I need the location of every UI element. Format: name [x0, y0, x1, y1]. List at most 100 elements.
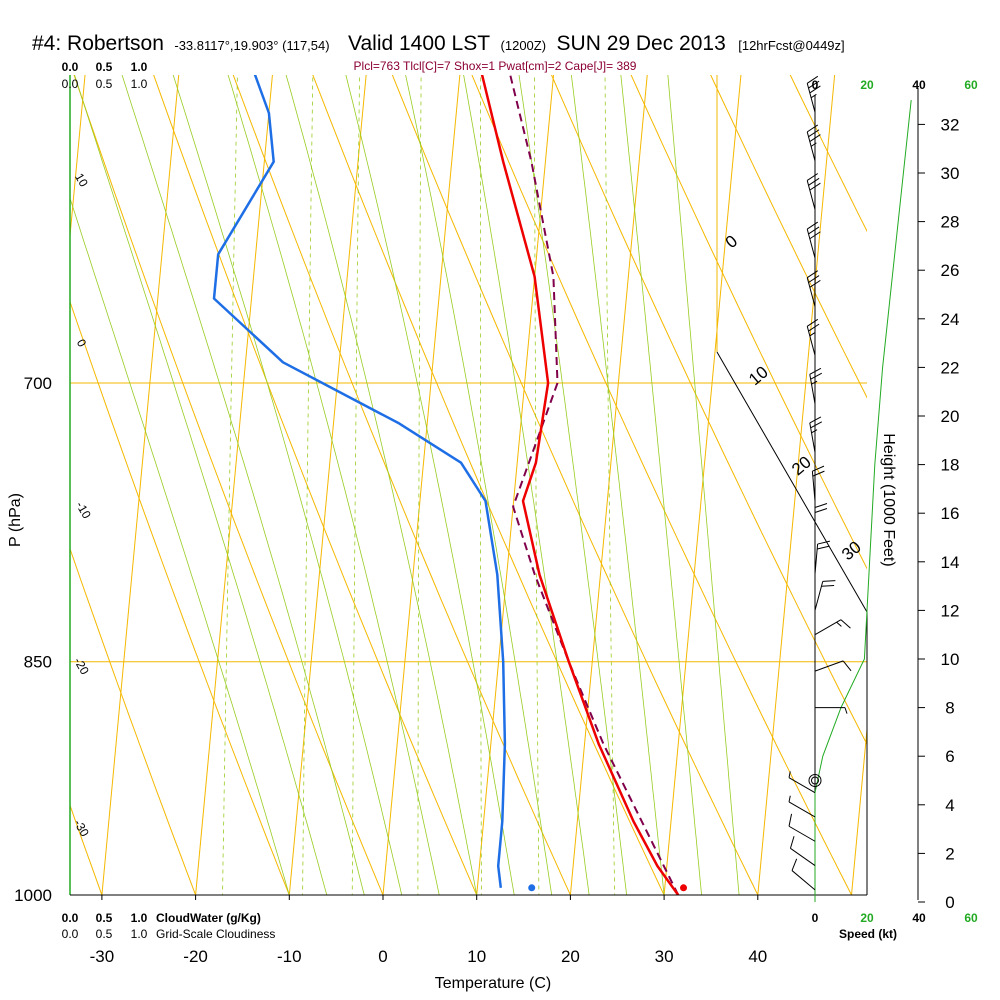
barb-flag — [806, 75, 819, 84]
pressure-tick-label: 850 — [24, 653, 52, 672]
speed-tick-top: 60 — [964, 78, 978, 92]
barb-shaft — [809, 374, 816, 404]
barb-half — [810, 93, 817, 99]
wind-speed-line — [814, 100, 912, 902]
height-tick-label: 8 — [945, 699, 954, 718]
surface-temperature-dot — [680, 884, 688, 892]
barb-flag — [788, 813, 793, 827]
cloudiness-label: Grid-Scale Cloudiness — [156, 927, 275, 941]
temperature-tick-label: -10 — [277, 947, 302, 966]
isotherm-label: -30 — [71, 817, 92, 839]
valid-date: SUN 29 Dec 2013 — [557, 32, 726, 55]
temperature-tick-label: -20 — [183, 947, 208, 966]
dry-adiabat — [153, 75, 478, 895]
barb-flag — [809, 367, 822, 375]
height-tick-label: 30 — [941, 164, 960, 183]
dry-adiabat — [73, 75, 384, 895]
barb-flag — [810, 372, 823, 380]
dry-adiabat — [630, 75, 867, 570]
title: #4: Robertson -33.8117°,19.903° (117,54)… — [32, 32, 845, 55]
dewpoint-line — [212, 75, 507, 888]
barb-flag — [809, 231, 821, 240]
wind-barb — [814, 503, 828, 538]
height-tick-label: 32 — [941, 115, 960, 134]
height-tick-label: 14 — [941, 553, 960, 572]
cloudiness-tick-bottom: 1.0 — [131, 927, 148, 941]
dry-adiabat — [710, 75, 867, 399]
wind-barb — [791, 858, 816, 891]
mixing-ratio-label: 5 — [415, 904, 422, 918]
mixing-ratio-line — [351, 75, 360, 895]
cloudiness-tick-bottom: 0.0 — [62, 927, 79, 941]
temperature-tick-label: 20 — [561, 947, 580, 966]
mixing-ratio-line — [417, 75, 422, 895]
barb-flag — [814, 503, 828, 508]
barb-flag — [817, 545, 830, 550]
barb-flag — [808, 323, 820, 332]
moist-adiabat — [121, 75, 365, 895]
mixing-ratio-line — [479, 75, 482, 895]
calm-wind-circle — [808, 774, 822, 787]
wind-barb — [788, 771, 816, 794]
barb-flag — [808, 80, 820, 89]
height-tick-label: 12 — [941, 601, 960, 620]
barb-half — [788, 795, 791, 803]
isotherm-label: -20 — [71, 655, 92, 677]
temperature-tick-label: 40 — [748, 947, 767, 966]
barb-flag — [808, 226, 820, 235]
barb-half — [788, 771, 791, 778]
zulu-time: (1200Z) — [501, 38, 547, 53]
barb-flag — [806, 318, 819, 327]
height-tick-label: 28 — [941, 213, 960, 232]
dry-adiabat — [0, 0, 15, 914]
wind-barb — [806, 318, 820, 356]
barb-half — [811, 429, 818, 434]
moist-adiabat — [463, 75, 590, 895]
barb-half — [809, 332, 816, 337]
temperature-tick-label: 0 — [378, 947, 387, 966]
height-tick-label: 4 — [945, 796, 954, 815]
barb-flag — [822, 580, 836, 582]
speed-tick-bottom: 60 — [964, 911, 978, 925]
barb-shaft — [788, 825, 816, 842]
station-name: #4: Robertson — [32, 32, 164, 55]
moist-adiabat — [667, 75, 740, 895]
moist-adiabat — [570, 75, 665, 895]
dry-adiabat — [369, 0, 1000, 914]
axes: 2503004005007008501000-30-20-10010203040… — [14, 60, 960, 966]
barb-shaft — [788, 777, 816, 794]
barb-half — [844, 707, 848, 714]
surface-dewpoint-dot — [528, 884, 536, 892]
barb-flag — [808, 275, 820, 283]
barb-flag — [806, 173, 819, 181]
isotherm-line — [101, 75, 180, 895]
stability-indices: Plcl=763 Tlcl[C]=7 Shox=1 Pwat[cm]=2 Cap… — [354, 59, 637, 73]
dry-adiabat — [391, 75, 759, 895]
dry-adiabat — [70, 803, 103, 895]
temperature-tick-label: -30 — [90, 947, 115, 966]
barb-flag — [814, 508, 828, 513]
dry-adiabat — [70, 300, 290, 895]
cloud-water-tick-top: 1.0 — [131, 60, 148, 74]
wind-barb — [806, 173, 821, 210]
isotherm-label: -10 — [73, 499, 94, 521]
wind-barb — [806, 124, 821, 161]
height-tick-label: 18 — [941, 456, 960, 475]
isotherm-label: 10 — [72, 171, 91, 190]
pressure-tick-label: 1000 — [14, 886, 52, 905]
cloud-water-tick-top: 0.0 — [62, 60, 79, 74]
y-axis-label: P (hPa) — [7, 493, 24, 547]
height-tick-label: 6 — [945, 747, 954, 766]
barb-flag — [808, 129, 820, 138]
barb-shaft — [814, 660, 844, 672]
plot-frame — [69, 75, 868, 896]
cloudiness-tick-bottom: 0.5 — [96, 927, 113, 941]
moist-adiabat — [620, 75, 702, 895]
wind-barb — [806, 221, 821, 259]
mixing-ratio-line — [534, 75, 540, 895]
wind-barb — [814, 580, 836, 611]
isotherm-line — [382, 75, 461, 895]
dry-adiabat — [550, 75, 867, 746]
